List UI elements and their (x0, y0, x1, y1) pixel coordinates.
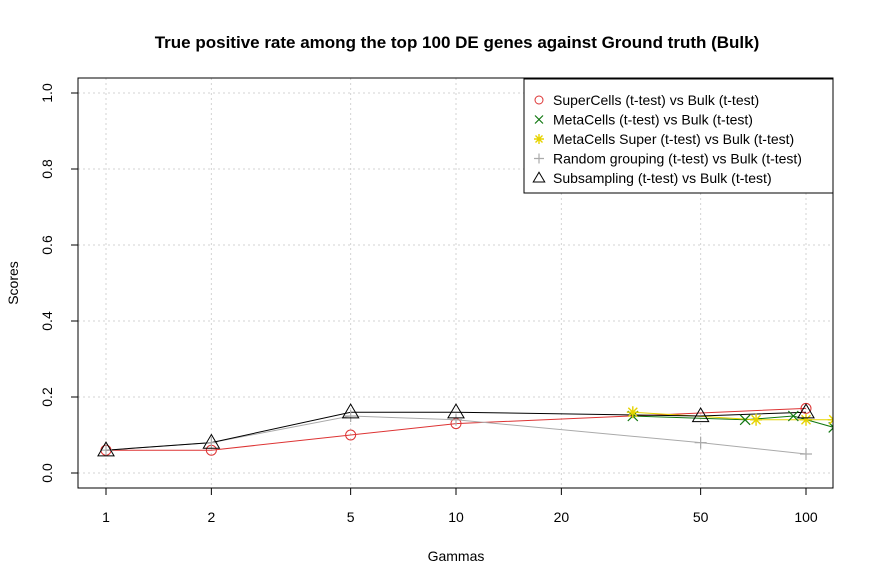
legend: SuperCells (t-test) vs Bulk (t-test) Meta… (523, 78, 834, 194)
x-tick-label: 50 (693, 509, 709, 525)
data-point (750, 413, 763, 426)
y-tick-label: 0.6 (39, 235, 55, 255)
data-point (800, 448, 812, 460)
x-tick-label: 1 (102, 509, 110, 525)
data-point (739, 414, 751, 426)
legend-label: MetaCells Super (t-test) vs Bulk (t-test… (553, 131, 794, 147)
x-tick-label: 10 (448, 509, 464, 525)
data-point (202, 433, 221, 449)
x-tick-label: 5 (347, 509, 355, 525)
data-point (827, 414, 833, 425)
series-line (105, 411, 807, 451)
data-point (532, 171, 546, 183)
data-point (694, 436, 707, 449)
legend-marker (534, 153, 544, 164)
chart-title: True positive rate among the top 100 DE … (155, 33, 760, 52)
data-point (797, 403, 815, 419)
data-point (450, 413, 462, 426)
x-axis-label: Gammas (428, 548, 485, 564)
data-point (787, 410, 799, 422)
y-tick-label: 1.0 (39, 83, 55, 103)
legend-label: Random grouping (t-test) vs Bulk (t-test… (553, 151, 802, 167)
y-axis-label: Scores (5, 261, 21, 305)
data-point (345, 429, 357, 441)
y-axis: 0.0 0.2 0.4 0.6 0.8 1.0 (39, 83, 79, 483)
series-line (632, 415, 833, 428)
y-tick-label: 0.4 (39, 311, 55, 331)
data-point (534, 115, 544, 124)
data-point (100, 444, 112, 457)
data-point (534, 153, 544, 164)
legend-label: Subsampling (t-test) vs Bulk (t-test) (553, 170, 772, 186)
data-point (447, 403, 465, 419)
data-point (97, 441, 115, 457)
data-point (691, 406, 710, 423)
legend-marker (534, 134, 544, 144)
x-tick-label: 2 (207, 509, 215, 525)
data-point (534, 134, 544, 144)
legend-marker (534, 95, 544, 105)
legend-label: SuperCells (t-test) vs Bulk (t-test) (553, 92, 759, 108)
y-tick-label: 0.0 (39, 463, 55, 483)
data-point (344, 410, 357, 422)
y-tick-label: 0.2 (39, 387, 55, 407)
data-point (626, 406, 639, 419)
data-point (534, 95, 544, 105)
data-point (800, 413, 812, 426)
y-tick-label: 0.8 (39, 159, 55, 179)
legend-marker (534, 115, 544, 124)
x-tick-label: 20 (554, 509, 570, 525)
x-tick-label: 100 (794, 509, 818, 525)
data-point (341, 403, 360, 419)
legend-marker (532, 171, 546, 183)
series-lines (105, 407, 833, 455)
legend-box (523, 78, 834, 194)
legend-label: MetaCells (t-test) vs Bulk (t-test) (553, 112, 753, 128)
x-axis: 1 2 5 10 20 50 100 (102, 487, 818, 525)
series-line (106, 407, 807, 451)
series-markers (97, 402, 833, 460)
data-point (205, 436, 218, 449)
